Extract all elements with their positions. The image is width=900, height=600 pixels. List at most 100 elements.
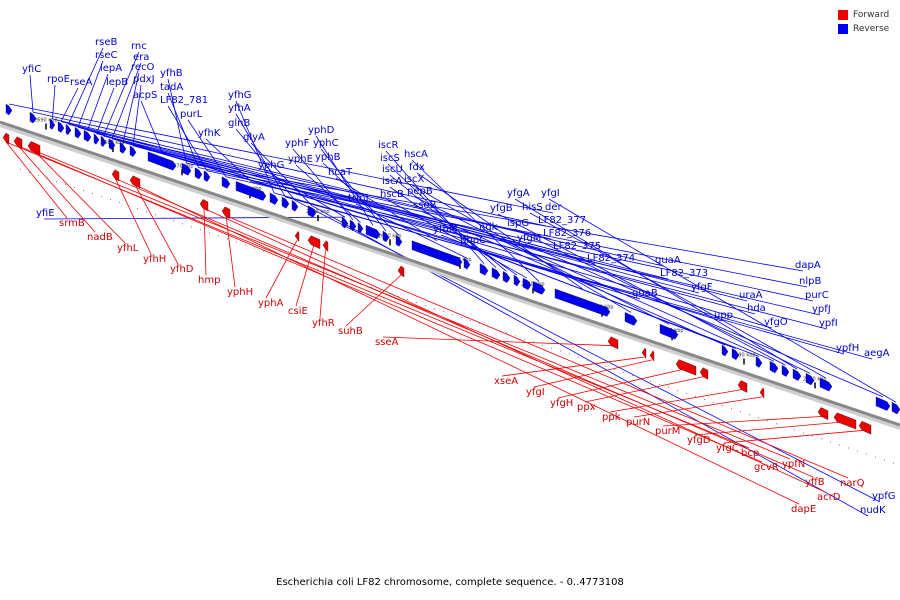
reverse-gene[interactable] [221,176,231,189]
forward-gene[interactable] [675,359,697,376]
reverse-gene-label: hscA [404,149,428,160]
reverse-gene[interactable] [181,162,192,176]
reverse-gene[interactable] [522,277,532,291]
reverse-gene[interactable] [83,129,92,142]
forward-gene[interactable] [27,141,41,155]
reverse-gene-label: iscX [404,174,424,185]
reverse-leader [96,87,115,134]
reverse-gene[interactable] [532,281,546,295]
forward-gene[interactable] [221,206,231,219]
dot-mark [497,329,498,331]
reverse-gene[interactable] [119,142,127,154]
reverse-gene[interactable] [93,133,100,145]
reverse-gene[interactable] [395,234,403,247]
reverse-gene[interactable] [29,111,37,124]
reverse-gene-label: yphG [258,160,284,171]
forward-gene[interactable] [858,420,872,435]
reverse-gene[interactable] [108,138,116,150]
reverse-gene[interactable] [491,267,501,280]
forward-gene[interactable] [2,132,10,145]
reverse-gene[interactable] [307,205,317,218]
reverse-gene[interactable] [624,312,638,326]
forward-leader [584,376,705,403]
forward-leader [265,240,298,299]
forward-leader [662,415,824,427]
reverse-gene[interactable] [349,219,357,232]
forward-gene[interactable] [111,169,120,182]
forward-gene[interactable] [759,387,765,399]
reverse-gene[interactable] [5,103,13,116]
forward-gene[interactable] [294,230,300,243]
reverse-gene[interactable] [65,123,72,136]
forward-gene[interactable] [699,367,709,380]
reverse-gene-label: iscS [380,153,400,164]
forward-gene[interactable] [649,350,655,362]
forward-leader [33,150,791,460]
reverse-gene-label: yphB [315,152,341,163]
forward-gene-label: yffB [805,477,825,488]
reverse-gene[interactable] [731,348,740,361]
reverse-leader [87,129,664,267]
reverse-gene[interactable] [721,344,729,357]
forward-gene[interactable] [307,235,321,250]
reverse-gene[interactable] [891,401,900,415]
reverse-gene[interactable] [57,121,65,133]
reverse-gene[interactable] [819,377,833,392]
forward-gene[interactable] [129,175,141,189]
reverse-gene-label: rseA [70,77,92,88]
dot-mark [632,374,633,376]
dot-mark [506,332,507,334]
forward-gene[interactable] [13,136,23,149]
reverse-gene[interactable] [463,257,471,270]
reverse-gene[interactable] [769,360,779,374]
reverse-leader [295,164,361,223]
reverse-gene[interactable] [365,224,381,240]
dot-mark [758,417,759,419]
dot-mark [515,335,516,337]
dot-mark [218,235,219,237]
reverse-gene[interactable] [805,373,815,386]
reverse-gene[interactable] [411,240,463,267]
forward-gene[interactable] [397,265,405,278]
forward-gene[interactable] [199,199,209,212]
forward-gene[interactable] [607,336,619,350]
reverse-gene[interactable] [147,151,177,171]
tick-label: 2670 kbp [170,163,194,169]
reverse-leader [186,162,804,272]
reverse-gene[interactable] [269,192,279,205]
forward-gene-label: purM [655,426,680,437]
reverse-gene[interactable] [659,323,679,340]
reverse-gene[interactable] [129,145,137,158]
reverse-gene-label: LF82_375 [553,241,601,252]
reverse-gene[interactable] [479,263,489,276]
reverse-gene[interactable] [100,135,107,147]
reverse-gene[interactable] [502,270,511,283]
forward-gene[interactable] [737,380,748,393]
forward-gene[interactable] [817,407,829,421]
reverse-gene[interactable] [49,118,56,130]
forward-gene[interactable] [641,347,647,360]
reverse-gene-label: LF82_373 [660,268,708,279]
reverse-gene[interactable] [341,216,349,229]
reverse-gene-label: yfhB [160,68,183,79]
reverse-gene[interactable] [792,368,802,381]
forward-leader [115,178,814,478]
dot-mark [857,450,858,452]
forward-gene[interactable] [833,412,857,430]
reverse-gene[interactable] [194,167,203,180]
reverse-gene[interactable] [781,364,790,377]
reverse-gene[interactable] [357,222,364,234]
reverse-gene[interactable] [203,170,211,182]
reverse-gene[interactable] [291,199,299,212]
reverse-gene[interactable] [755,356,763,368]
reverse-gene[interactable] [74,126,82,139]
dot-mark [875,456,876,458]
reverse-gene[interactable] [281,196,290,209]
dot-mark [596,362,597,364]
reverse-gene[interactable] [382,230,390,243]
reverse-gene[interactable] [554,288,611,317]
reverse-gene[interactable] [513,274,521,287]
forward-gene[interactable] [322,240,329,252]
reverse-gene[interactable] [875,396,891,411]
reverse-gene[interactable] [235,181,267,201]
